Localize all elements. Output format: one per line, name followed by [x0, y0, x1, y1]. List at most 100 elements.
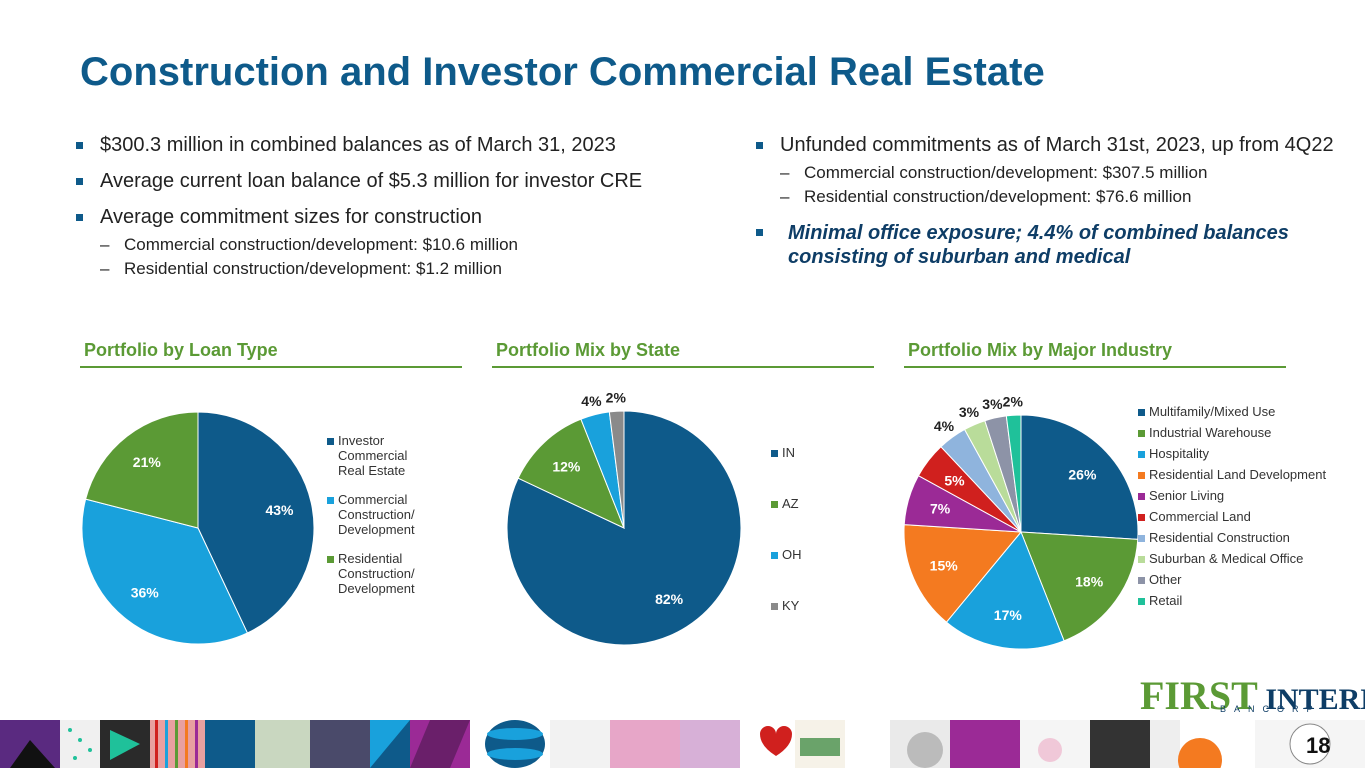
page-number: 18 [1306, 733, 1331, 758]
legend-swatch [771, 552, 778, 559]
sub-bullet: – Commercial construction/development: $1… [100, 233, 736, 257]
left-bullet-list: $300.3 million in combined balances as o… [76, 133, 736, 293]
slice-label: 21% [133, 454, 162, 470]
dash-marker: – [780, 163, 790, 182]
legend-swatch [1138, 493, 1145, 500]
section-title-state: Portfolio Mix by State [492, 340, 874, 368]
dash-marker: – [780, 187, 790, 206]
legend-label: Hospitality [1149, 446, 1209, 461]
sub-bullet: – Commercial construction/development: $3… [780, 161, 1336, 185]
legend-item: Residential Construction [1138, 530, 1348, 545]
legend-item: IN [771, 445, 831, 460]
legend-swatch [1138, 535, 1145, 542]
slice-label: 7% [930, 500, 951, 516]
legend-label: Commercial Construction/ Development [338, 492, 415, 537]
pie-slice [608, 410, 625, 529]
legend-item: Retail [1138, 593, 1348, 608]
bullet-average-commitment: Average commitment sizes for constructio… [76, 205, 736, 229]
legend-state: IN AZ OH KY [771, 445, 831, 649]
legend-swatch [1138, 472, 1145, 479]
sub-bullet-text: Residential construction/development: $1… [124, 259, 502, 278]
slice-label: 82% [655, 591, 684, 607]
legend-swatch [1138, 430, 1145, 437]
legend-swatch [771, 450, 778, 457]
pie-slice [85, 411, 199, 529]
dash-marker: – [100, 235, 110, 254]
dash-marker: – [100, 259, 110, 278]
legend-label: Retail [1149, 593, 1183, 608]
slice-label: 2% [606, 389, 627, 405]
legend-label: IN [782, 445, 795, 460]
slice-label: 18% [1075, 574, 1104, 590]
pie-slice [81, 498, 249, 645]
legend-label: Other [1149, 572, 1182, 587]
legend-label: Suburban & Medical Office [1149, 551, 1304, 566]
slice-label: 3% [982, 396, 1003, 412]
slice-label: 12% [552, 459, 581, 475]
company-logo: FIRST INTERNET BANCORP [1140, 672, 1365, 718]
slice-label: 4% [581, 393, 602, 409]
sub-bullet: – Residential construction/development: $… [780, 185, 1336, 209]
slice-label: 3% [959, 404, 980, 420]
pie-slice [1020, 414, 1139, 540]
pie-chart-loan-type: 43% 36% 21% [81, 411, 315, 645]
slice-label: 36% [131, 584, 160, 600]
legend-swatch [1138, 556, 1145, 563]
logo-bancorp: BANCORP [1220, 704, 1321, 714]
legend-item: Multifamily/Mixed Use [1138, 404, 1348, 419]
bullet-combined-balances: $300.3 million in combined balances as o… [76, 133, 736, 157]
legend-industry: Multifamily/Mixed Use Industrial Warehous… [1138, 404, 1348, 614]
legend-label: KY [782, 598, 800, 613]
right-bullet-list: Unfunded commitments as of March 31st, 2… [756, 133, 1336, 281]
legend-swatch [1138, 577, 1145, 584]
legend-swatch [1138, 451, 1145, 458]
slice-label: 43% [265, 502, 294, 518]
legend-item: Commercial Construction/ Development [327, 492, 437, 537]
legend-label: Residential Construction/ Development [338, 551, 415, 596]
legend-swatch [327, 556, 334, 563]
slice-label: 17% [994, 607, 1023, 623]
legend-swatch [327, 438, 334, 445]
legend-item: Residential Land Development [1138, 467, 1348, 482]
legend-swatch [1138, 514, 1145, 521]
logo-first: FIRST [1140, 673, 1258, 718]
sub-bullet-text: Commercial construction/development: $10… [124, 235, 519, 254]
legend-item: Investor Commercial Real Estate [327, 433, 437, 478]
sub-bullet-list: – Commercial construction/development: $3… [756, 161, 1336, 209]
pie-slice [1020, 531, 1139, 642]
logo-wordmark: FIRST INTERNET [1140, 672, 1365, 719]
bullet-office-exposure: Minimal office exposure; 4.4% of combine… [756, 221, 1336, 269]
legend-swatch [771, 603, 778, 610]
slice-label: 26% [1068, 466, 1097, 482]
sub-bullet-text: Commercial construction/development: $30… [804, 163, 1208, 182]
legend-swatch [1138, 409, 1145, 416]
bullet-average-loan-balance: Average current loan balance of $5.3 mil… [76, 169, 736, 193]
legend-label: Commercial Land [1149, 509, 1251, 524]
logo-internet: INTERNET [1265, 683, 1365, 716]
sub-bullet-list: – Commercial construction/development: $1… [76, 233, 736, 281]
slice-label: 15% [930, 557, 959, 573]
legend-label: Senior Living [1149, 488, 1225, 503]
pie-chart-state: 82% 12% 4% 2% [506, 389, 742, 646]
legend-item: Suburban & Medical Office [1138, 551, 1348, 566]
legend-item: KY [771, 598, 831, 613]
legend-label: Industrial Warehouse [1149, 425, 1272, 440]
sub-bullet: – Residential construction/development: $… [100, 257, 736, 281]
legend-item: AZ [771, 496, 831, 511]
legend-label: AZ [782, 496, 799, 511]
legend-item: Other [1138, 572, 1348, 587]
pie-chart-industry: 26%18%17%15%7%5%4%3% 3% 2% [903, 393, 1139, 650]
legend-item: Senior Living [1138, 488, 1348, 503]
legend-swatch [771, 501, 778, 508]
slice-label: 2% [1003, 393, 1024, 409]
decorative-banner [0, 720, 1365, 768]
section-title-loan-type: Portfolio by Loan Type [80, 340, 462, 368]
legend-label: Residential Land Development [1149, 467, 1327, 482]
legend-item: Industrial Warehouse [1138, 425, 1348, 440]
legend-item: Commercial Land [1138, 509, 1348, 524]
sub-bullet-text: Residential construction/development: $7… [804, 187, 1192, 206]
pie-slice [903, 524, 1023, 623]
pie-slice [197, 411, 315, 634]
section-title-industry: Portfolio Mix by Major Industry [904, 340, 1286, 368]
legend-swatch [327, 497, 334, 504]
